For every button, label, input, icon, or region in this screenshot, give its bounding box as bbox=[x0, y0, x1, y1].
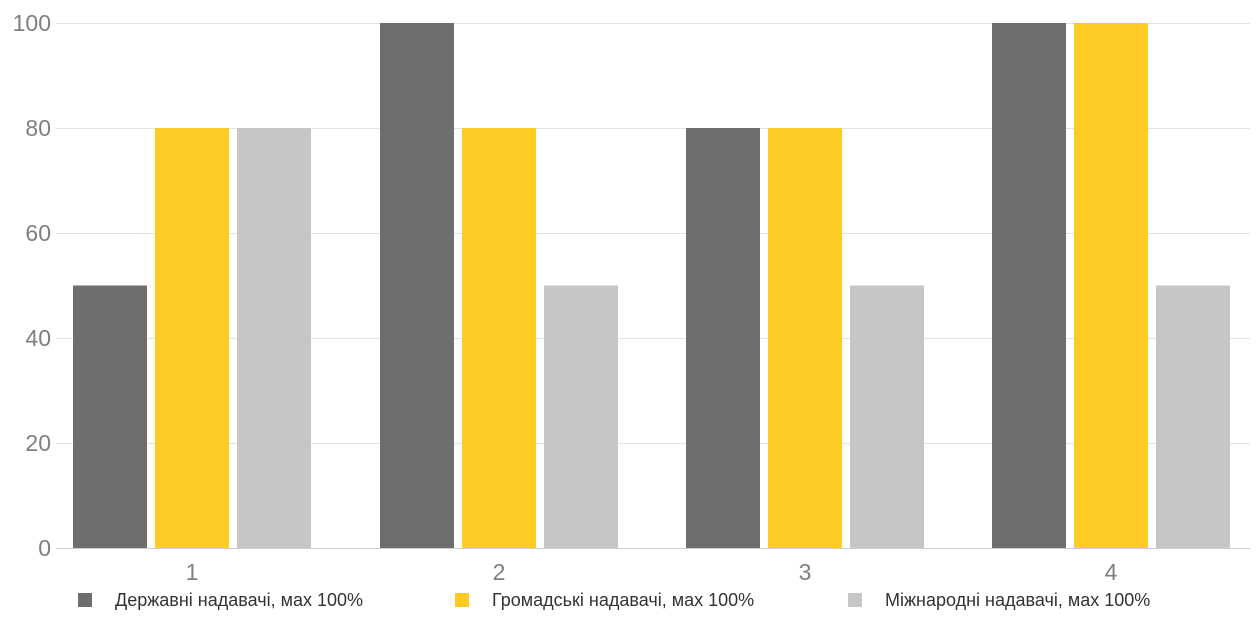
bar-3-4 bbox=[1156, 285, 1230, 548]
bar-1-1 bbox=[73, 285, 147, 548]
bar-2-4 bbox=[1074, 23, 1148, 548]
bar-2-3 bbox=[768, 128, 842, 548]
bar-1-2 bbox=[380, 23, 454, 548]
x-axis-tick-labels: 1 2 3 4 bbox=[186, 559, 1118, 585]
x-tick-label: 3 bbox=[799, 559, 812, 585]
x-tick-label: 2 bbox=[493, 559, 506, 585]
x-tick-label: 4 bbox=[1105, 559, 1118, 585]
legend-label: Міжнародні надавачі, мах 100% bbox=[885, 590, 1150, 610]
y-tick-label: 100 bbox=[13, 10, 51, 36]
gridlines bbox=[56, 23, 1250, 549]
y-tick-label: 60 bbox=[25, 220, 51, 246]
bar-2-2 bbox=[462, 128, 536, 548]
x-tick-label: 1 bbox=[186, 559, 199, 585]
y-tick-label: 40 bbox=[25, 325, 51, 351]
y-tick-label: 0 bbox=[38, 535, 51, 561]
bars bbox=[73, 23, 1230, 548]
legend-swatch bbox=[78, 593, 92, 607]
legend-label: Державні надавачі, мах 100% bbox=[115, 590, 363, 610]
legend-label: Громадські надавачі, мах 100% bbox=[492, 590, 754, 610]
y-tick-label: 20 bbox=[25, 430, 51, 456]
y-tick-label: 80 bbox=[25, 115, 51, 141]
bar-1-3 bbox=[686, 128, 760, 548]
legend-swatch bbox=[455, 593, 469, 607]
legend: Державні надавачі, мах 100% Громадські на… bbox=[78, 590, 1150, 610]
legend-swatch bbox=[848, 593, 862, 607]
bar-3-1 bbox=[237, 128, 311, 548]
bar-2-1 bbox=[155, 128, 229, 548]
bar-3-2 bbox=[544, 285, 618, 548]
bar-1-4 bbox=[992, 23, 1066, 548]
y-axis-tick-labels: 0 20 40 60 80 100 bbox=[13, 10, 51, 561]
bar-3-3 bbox=[850, 285, 924, 548]
